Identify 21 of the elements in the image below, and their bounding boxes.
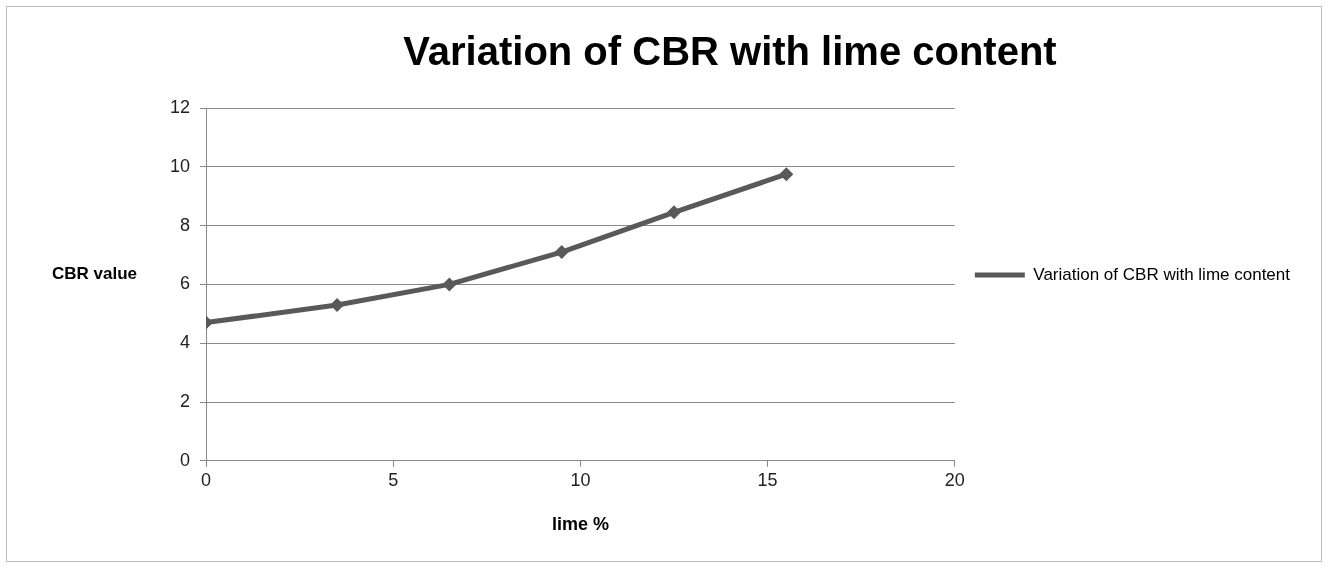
- point: [554, 245, 569, 260]
- y-axis-title: CBR value: [52, 264, 138, 284]
- y-tick-label: 8: [180, 214, 191, 235]
- x-axis-title: lime %: [551, 514, 609, 535]
- y-tick-label: 0: [180, 449, 191, 470]
- y-tick-label: 2: [180, 390, 191, 411]
- point: [667, 205, 682, 220]
- y-tick-label: 10: [169, 155, 191, 176]
- x-tick-label: 20: [944, 469, 965, 490]
- x-tick-label: 15: [757, 469, 778, 490]
- y-tick-label: 4: [180, 332, 191, 353]
- legend-label: Variation of CBR with lime content: [1033, 264, 1291, 284]
- chart-title: Variation of CBR with lime content: [403, 29, 1057, 74]
- x-tick-label: 0: [201, 469, 212, 490]
- x-tick-label: 10: [570, 469, 591, 490]
- point: [330, 297, 345, 312]
- x-tick-label: 5: [388, 469, 399, 490]
- point: [442, 277, 457, 292]
- point: [779, 167, 794, 182]
- y-tick-label: 12: [169, 96, 191, 117]
- y-tick-label: 6: [180, 273, 191, 294]
